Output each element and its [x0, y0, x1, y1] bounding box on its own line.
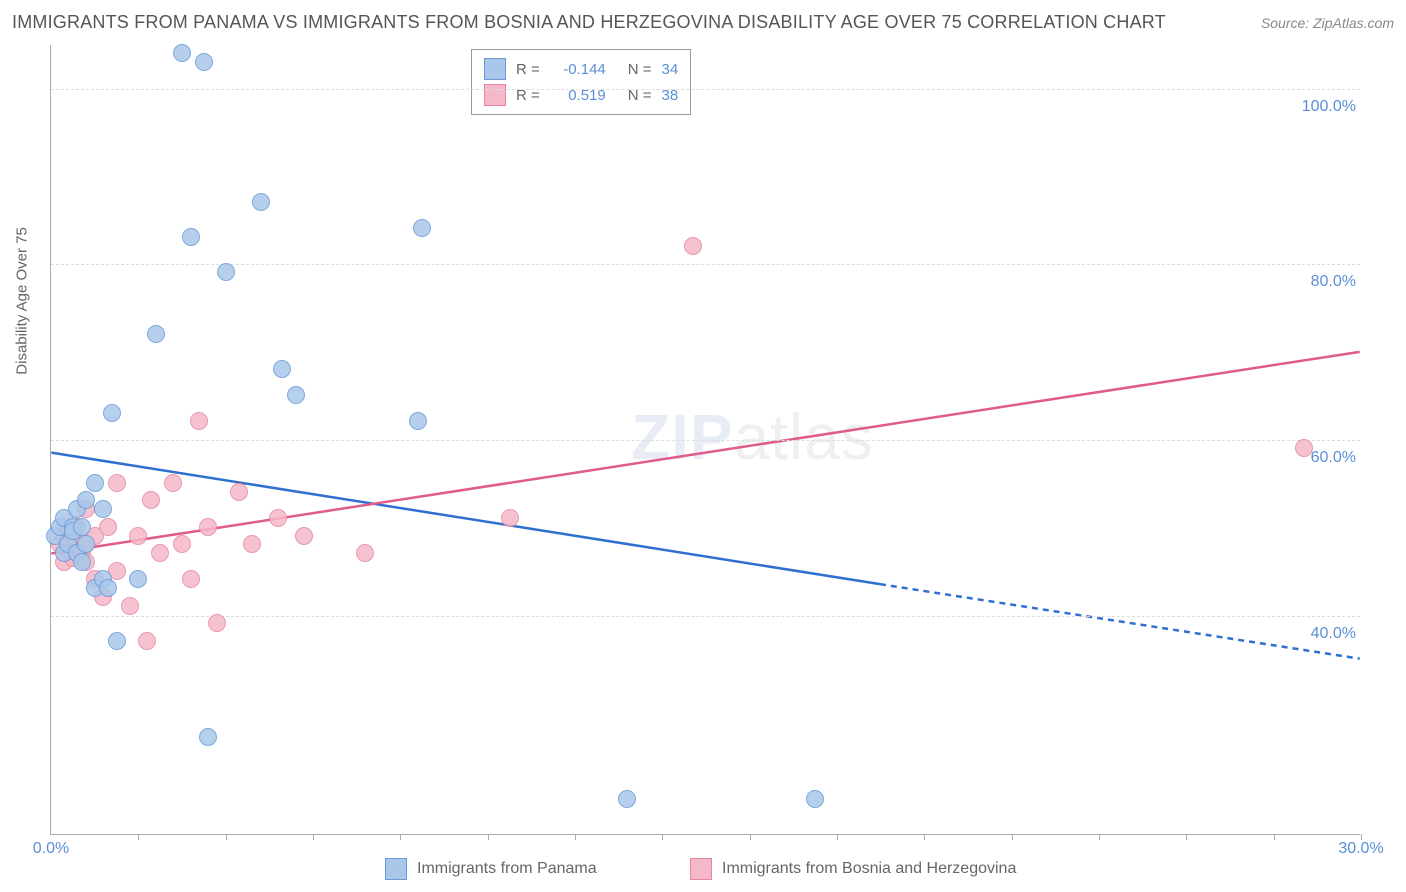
series-a-marker — [618, 790, 636, 808]
x-tick — [575, 834, 576, 840]
x-tick — [1186, 834, 1187, 840]
series-b-legend: Immigrants from Bosnia and Herzegovina — [690, 858, 1016, 880]
grid-line — [51, 89, 1360, 90]
series-a-marker — [252, 193, 270, 211]
legend-swatch — [484, 58, 506, 80]
series-b-marker — [295, 527, 313, 545]
legend-r-value: -0.144 — [550, 61, 606, 78]
series-a-marker — [413, 219, 431, 237]
source-attribution: Source: ZipAtlas.com — [1261, 15, 1394, 31]
y-tick-label: 80.0% — [1307, 273, 1360, 291]
series-b-marker — [108, 474, 126, 492]
x-tick — [837, 834, 838, 840]
legend-row: R =0.519N =38 — [484, 82, 678, 108]
series-b-marker — [151, 544, 169, 562]
series-a-marker — [217, 263, 235, 281]
y-tick-label: 60.0% — [1307, 449, 1360, 467]
series-b-label: Immigrants from Bosnia and Herzegovina — [722, 860, 1016, 878]
series-a-marker — [182, 228, 200, 246]
x-tick — [1012, 834, 1013, 840]
legend-r-label: R = — [516, 61, 540, 78]
x-tick — [138, 834, 139, 840]
series-a-marker — [173, 44, 191, 62]
series-b-marker — [190, 412, 208, 430]
chart-title: IMMIGRANTS FROM PANAMA VS IMMIGRANTS FRO… — [12, 12, 1166, 33]
y-tick-label: 40.0% — [1307, 625, 1360, 643]
series-a-marker — [129, 570, 147, 588]
x-tick-label: 30.0% — [1338, 840, 1383, 858]
correlation-legend: R = -0.144 N = 34 R =0.519N =38 — [471, 49, 691, 115]
y-tick-label: 100.0% — [1298, 98, 1360, 116]
series-a-marker — [99, 579, 117, 597]
grid-line — [51, 264, 1360, 265]
watermark-light: atlas — [734, 401, 874, 473]
series-a-marker — [73, 553, 91, 571]
series-b-marker — [269, 509, 287, 527]
x-tick — [750, 834, 751, 840]
series-a-marker — [103, 404, 121, 422]
x-tick — [400, 834, 401, 840]
series-a-marker — [409, 412, 427, 430]
x-tick — [662, 834, 663, 840]
series-a-marker — [108, 632, 126, 650]
x-tick — [488, 834, 489, 840]
x-tick — [226, 834, 227, 840]
x-tick — [1099, 834, 1100, 840]
series-b-marker — [501, 509, 519, 527]
trend-line — [880, 584, 1360, 659]
series-a-marker — [77, 491, 95, 509]
watermark: ZIPatlas — [631, 400, 874, 474]
series-b-marker — [230, 483, 248, 501]
series-b-marker — [199, 518, 217, 536]
series-b-marker — [164, 474, 182, 492]
y-axis-label: Disability Age Over 75 — [14, 227, 31, 375]
series-b-marker — [173, 535, 191, 553]
grid-line — [51, 440, 1360, 441]
grid-line — [51, 616, 1360, 617]
series-b-marker — [142, 491, 160, 509]
series-b-marker — [356, 544, 374, 562]
series-b-marker — [121, 597, 139, 615]
x-tick — [313, 834, 314, 840]
x-tick — [924, 834, 925, 840]
legend-row: R = -0.144 N = 34 — [484, 56, 678, 82]
series-b-swatch — [690, 858, 712, 880]
series-b-marker — [99, 518, 117, 536]
series-a-marker — [147, 325, 165, 343]
x-tick-label: 0.0% — [33, 840, 69, 858]
x-tick — [1274, 834, 1275, 840]
series-a-marker — [94, 500, 112, 518]
watermark-bold: ZIP — [631, 401, 734, 473]
legend-n-value: 34 — [662, 61, 679, 78]
series-b-marker — [182, 570, 200, 588]
series-a-marker — [199, 728, 217, 746]
series-a-legend: Immigrants from Panama — [385, 858, 597, 880]
legend-n-label: N = — [628, 61, 652, 78]
series-a-marker — [77, 535, 95, 553]
series-a-marker — [73, 518, 91, 536]
series-b-marker — [129, 527, 147, 545]
series-a-marker — [806, 790, 824, 808]
series-b-marker — [243, 535, 261, 553]
series-b-marker — [684, 237, 702, 255]
series-a-marker — [195, 53, 213, 71]
scatter-plot-area: ZIPatlas R = -0.144 N = 34 R =0.519N =38 40.… — [50, 45, 1360, 835]
series-a-swatch — [385, 858, 407, 880]
series-b-marker — [208, 614, 226, 632]
series-b-marker — [138, 632, 156, 650]
series-a-marker — [273, 360, 291, 378]
series-a-marker — [287, 386, 305, 404]
legend-swatch — [484, 84, 506, 106]
series-a-label: Immigrants from Panama — [417, 860, 597, 878]
series-b-marker — [1295, 439, 1313, 457]
series-a-marker — [86, 474, 104, 492]
